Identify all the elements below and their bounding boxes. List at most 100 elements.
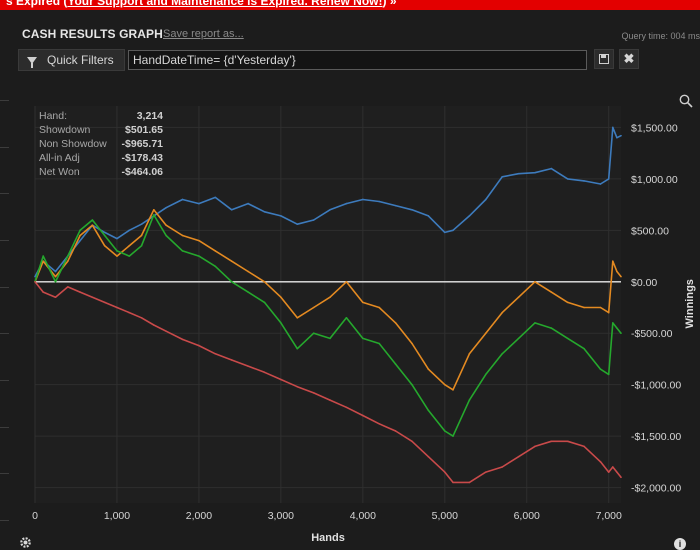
- series-point-red: [181, 338, 184, 341]
- series-point-blue: [427, 215, 430, 217]
- y-tick-label: $1,500.00: [631, 122, 678, 134]
- clear-filter-button[interactable]: ✖: [619, 49, 639, 69]
- series-point-blue: [165, 206, 167, 209]
- series-point-blue: [181, 198, 184, 201]
- series-point-green: [620, 332, 622, 335]
- series-point-red: [153, 324, 155, 326]
- series-point-green: [247, 291, 249, 293]
- filter-expression-input[interactable]: [128, 50, 587, 70]
- series-point-red: [296, 385, 299, 388]
- series-point-green: [198, 255, 200, 257]
- license-banner: s Expired (Your Support and Maintenance …: [0, 0, 700, 10]
- series-point-red: [566, 440, 569, 443]
- settings-gear-icon[interactable]: [19, 536, 32, 549]
- series-point-blue: [345, 202, 348, 205]
- series-point-orange: [116, 255, 118, 257]
- stat-value: -$178.43: [121, 152, 163, 164]
- series-point-orange: [345, 280, 348, 283]
- y-tick-label: $500.00: [631, 225, 669, 237]
- series-point-orange: [607, 311, 610, 314]
- series-point-orange: [247, 270, 249, 273]
- quick-filters-button[interactable]: Quick Filters: [18, 49, 125, 71]
- save-filter-button[interactable]: [594, 49, 614, 69]
- series-point-orange: [103, 244, 106, 247]
- stat-row: Non Showdow -$965.71: [39, 137, 163, 151]
- banner-prefix: s Expired (: [6, 0, 68, 8]
- series-point-blue: [296, 223, 299, 225]
- series-point-green: [230, 280, 233, 283]
- series-point-red: [550, 440, 553, 443]
- series-point-orange: [79, 234, 81, 237]
- series-point-red: [103, 301, 106, 304]
- stat-value: 3,214: [136, 110, 163, 122]
- series-point-orange: [443, 383, 446, 386]
- series-point-orange: [140, 234, 143, 237]
- renew-link[interactable]: Your Support and Maintenance is Expired.…: [67, 0, 383, 8]
- filter-bar: Quick Filters ✖: [12, 46, 640, 74]
- series-point-orange: [484, 332, 487, 335]
- query-time: Query time: 004 ms: [621, 31, 700, 41]
- series-point-green: [329, 337, 331, 340]
- series-point-orange: [128, 244, 131, 247]
- report-header: CASH RESULTS GRAPH Save report as... Que…: [0, 10, 700, 46]
- series-point-red: [534, 445, 536, 448]
- series-point-blue: [140, 223, 143, 225]
- series-point-red: [66, 286, 69, 288]
- series-point-green: [566, 337, 569, 340]
- series-point-red: [165, 330, 167, 332]
- series-point-red: [42, 291, 44, 293]
- x-tick-label: 1,000: [104, 510, 130, 522]
- series-point-orange: [517, 296, 520, 299]
- series-point-green: [443, 430, 446, 432]
- series-point-green: [280, 322, 282, 324]
- series-point-green: [362, 337, 364, 340]
- stat-row: Hand: 3,214: [39, 109, 163, 123]
- series-point-green: [583, 347, 585, 350]
- stat-label: All-in Adj: [39, 152, 80, 164]
- series-point-blue: [616, 136, 618, 139]
- series-point-blue: [34, 275, 36, 278]
- series-point-orange: [198, 239, 200, 242]
- series-point-blue: [583, 180, 585, 182]
- series-point-green: [484, 373, 487, 376]
- series-point-red: [79, 291, 81, 293]
- series-point-red: [484, 471, 487, 473]
- page-title: CASH RESULTS GRAPH: [22, 27, 163, 41]
- info-icon[interactable]: i: [674, 538, 686, 550]
- series-point-green: [181, 250, 184, 252]
- series-point-blue: [468, 215, 471, 217]
- left-rail: [0, 80, 14, 547]
- stat-label: Showdown: [39, 124, 91, 136]
- series-point-orange: [620, 275, 622, 278]
- x-axis-label: Hands: [311, 532, 345, 544]
- x-tick-label: 0: [32, 510, 38, 522]
- series-point-orange: [181, 234, 184, 237]
- series-point-red: [280, 378, 282, 381]
- stat-label: Non Showdow: [39, 138, 107, 150]
- y-tick-label: $0.00: [631, 277, 657, 289]
- series-point-green: [66, 255, 69, 257]
- series-point-orange: [165, 224, 167, 226]
- series-point-red: [247, 365, 249, 367]
- save-report-link[interactable]: Save report as...: [163, 28, 244, 40]
- series-point-blue: [620, 134, 622, 137]
- zoom-icon[interactable]: [679, 94, 693, 108]
- series-point-green: [394, 363, 397, 365]
- series-point-orange: [378, 306, 381, 309]
- series-point-blue: [103, 231, 106, 234]
- series-point-red: [599, 461, 602, 463]
- banner-suffix[interactable]: ) »: [382, 0, 397, 8]
- series-point-red: [394, 430, 397, 432]
- series-point-orange: [263, 280, 266, 283]
- series-point-green: [599, 368, 602, 371]
- series-point-red: [140, 316, 143, 319]
- series-point-green: [263, 301, 266, 304]
- series-point-red: [501, 466, 503, 468]
- y-tick-label: -$2,000.00: [631, 483, 681, 495]
- series-point-blue: [214, 196, 217, 199]
- stat-row: Net Won -$464.06: [39, 165, 163, 179]
- series-point-blue: [378, 200, 381, 203]
- series-point-green: [345, 316, 348, 319]
- series-point-red: [116, 306, 118, 309]
